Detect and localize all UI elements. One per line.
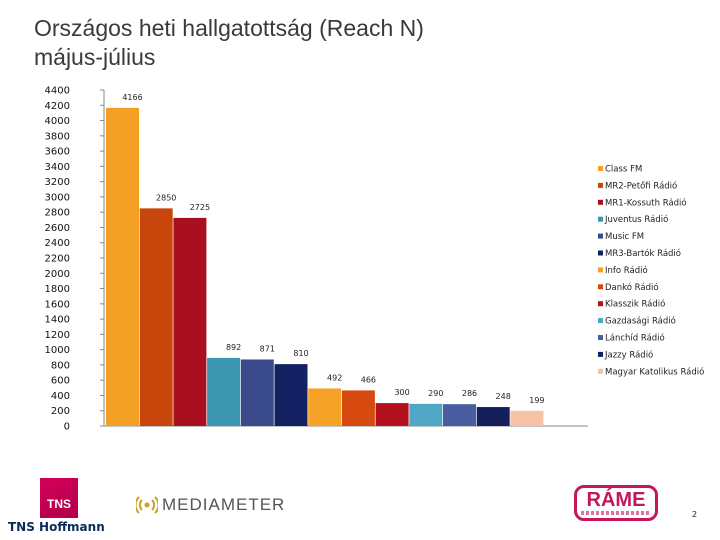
bar-data-label: 248	[496, 392, 511, 401]
y-tick-label: 4200	[45, 101, 70, 112]
legend-swatch	[598, 199, 603, 205]
bar-data-label: 4166	[122, 93, 142, 102]
legend-entry-label: Magyar Katolikus Rádió	[605, 366, 704, 377]
y-tick-label: 1400	[45, 315, 70, 326]
chart-title-line-2: május-július	[34, 44, 156, 70]
bar	[510, 410, 544, 426]
rame-logo: RÁME	[574, 485, 658, 521]
bar-data-label: 892	[226, 343, 241, 352]
y-tick-label: 1800	[45, 284, 70, 295]
legend-entry-label: Info Rádió	[605, 265, 648, 276]
y-tick-label: 2800	[45, 208, 70, 219]
bar-data-label: 290	[428, 389, 443, 398]
legend-entry-label: Gazdasági Rádió	[605, 316, 676, 327]
bar-data-label: 810	[293, 349, 308, 358]
y-tick-label: 3600	[45, 147, 70, 158]
legend-swatch	[598, 233, 603, 239]
bar	[106, 107, 139, 427]
y-tick-label: 3800	[45, 131, 70, 142]
legend-swatch	[598, 351, 603, 357]
chart-title-line-1: Országos heti hallgatottság (Reach N)	[34, 15, 424, 41]
bar-data-label: 199	[529, 396, 544, 405]
y-tick-label: 4400	[45, 86, 70, 97]
legend-entry-label: Lánchíd Rádió	[605, 333, 665, 344]
legend-swatch	[598, 216, 603, 222]
tns-caption: TNS Hoffmann	[8, 520, 105, 534]
bar	[409, 403, 443, 426]
legend-entry-label: Class FM	[605, 165, 642, 175]
legend-swatch	[598, 318, 603, 324]
y-tick-label: 200	[51, 406, 70, 417]
bar	[443, 404, 476, 426]
legend-swatch	[598, 301, 603, 307]
bar	[139, 208, 173, 426]
legend: Class FM MR2-Petőfi Rádió MR1-Kossuth Rádi…	[598, 165, 704, 377]
y-tick-label: 3400	[45, 162, 70, 173]
y-tick-label: 1600	[45, 299, 70, 310]
legend-swatch	[598, 335, 603, 340]
mediameter-wordmark: MEDIAMETER	[162, 495, 286, 514]
y-tick-label: 1200	[45, 330, 70, 341]
mediameter-signal-icon	[136, 496, 158, 514]
y-tick-label: 2600	[45, 223, 70, 234]
bar-data-label: 871	[260, 344, 275, 353]
legend-entry-label: Klasszik Rádió	[605, 299, 665, 310]
y-tick-label: 600	[51, 376, 70, 387]
legend-swatch	[598, 368, 603, 374]
chart-title: Országos heti hallgatottság (Reach N) má…	[34, 14, 654, 72]
bar-data-label: 286	[462, 389, 477, 398]
legend-swatch	[598, 284, 603, 290]
y-tick-label: 3200	[45, 177, 70, 188]
y-tick-label: 2000	[45, 269, 70, 280]
y-tick-label: 2200	[45, 254, 70, 265]
y-tick-label: 4000	[45, 116, 70, 127]
legend-entry-label: MR3-Bartók Rádió	[605, 248, 681, 259]
y-tick-label: 800	[51, 360, 70, 371]
legend-entry-label: Music FM	[605, 232, 644, 242]
bar	[308, 388, 342, 426]
tns-hoffmann-logo: TNS TNS Hoffmann	[8, 475, 118, 537]
bar-data-label: 2850	[156, 193, 176, 202]
rame-wordmark: RÁME	[586, 489, 646, 511]
y-tick-label: 2400	[45, 238, 70, 249]
bar-chart: 0 200 400 600 800 1000 1200 1400 1600 1800 2000 220…	[45, 86, 705, 433]
bar-data-label: 2725	[190, 203, 210, 212]
bar	[173, 217, 207, 426]
bar	[476, 407, 510, 426]
legend-entry-label: Jazzy Rádió	[604, 349, 653, 360]
rame-subline	[581, 511, 651, 515]
y-axis: 0 200 400 600 800 1000 1200 1400 1600 1800 2000 220…	[45, 86, 588, 433]
bar	[274, 364, 308, 426]
y-tick-label: 0	[64, 422, 70, 433]
legend-entry-label: Juventus Rádió	[604, 214, 668, 225]
tns-logo-mark: TNS	[40, 478, 78, 518]
bar	[240, 359, 274, 426]
legend-swatch	[598, 250, 603, 256]
legend-swatch	[598, 182, 603, 188]
legend-entry-label: MR1-Kossuth Rádió	[605, 197, 687, 208]
bar-data-label: 466	[361, 375, 376, 384]
bar	[207, 357, 241, 426]
legend-entry-label: MR2-Petőfi Rádió	[605, 180, 677, 191]
bar-data-label: 300	[394, 388, 409, 397]
mediameter-logo: MEDIAMETER	[136, 490, 285, 520]
y-tick-label: 3000	[45, 192, 70, 203]
bar	[375, 403, 409, 426]
bar-data-label: 492	[327, 373, 342, 382]
bar	[341, 390, 375, 426]
y-tick-label: 400	[51, 391, 70, 402]
page-number: 2	[692, 510, 698, 519]
data-labels-group: 4166 2850 2725 892 871 810 492 466 300 290 286 248 1…	[122, 93, 544, 405]
legend-entry-label: Dankó Rádió	[605, 282, 659, 293]
legend-swatch	[598, 267, 603, 273]
y-tick-label: 1000	[45, 345, 70, 356]
legend-swatch	[598, 166, 603, 171]
bars-group	[106, 107, 544, 427]
